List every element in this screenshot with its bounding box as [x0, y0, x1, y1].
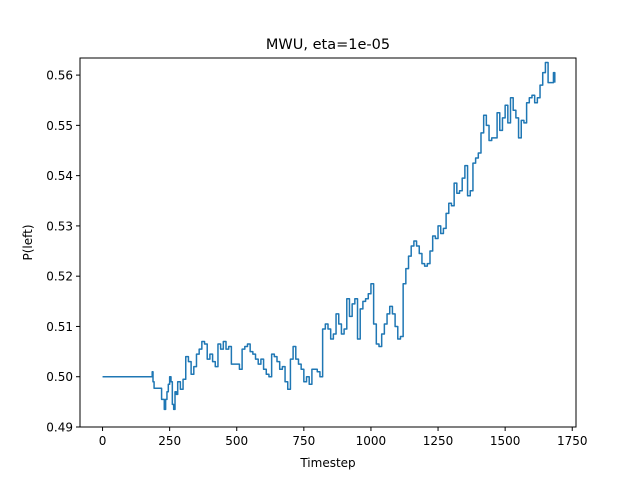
x-tick-label: 1250: [423, 434, 454, 448]
x-tick-label: 1000: [356, 434, 387, 448]
axes-frame: [79, 57, 577, 428]
y-tick-label: 0.55: [46, 119, 73, 133]
y-tick-label: 0.56: [46, 69, 73, 83]
y-tick-label: 0.52: [46, 270, 73, 284]
y-tick-label: 0.54: [46, 169, 73, 183]
axes-background: [80, 58, 576, 427]
y-tick-label: 0.51: [46, 320, 73, 334]
x-tick-label: 750: [292, 434, 315, 448]
x-tick-label: 1750: [557, 434, 588, 448]
x-tick-label: 250: [158, 434, 181, 448]
y-axis-label: P(left): [21, 224, 35, 260]
y-tick-label: 0.50: [46, 370, 73, 384]
series-line-0: [102, 61, 556, 411]
x-tick-label: 500: [225, 434, 248, 448]
plot-area: [79, 57, 577, 428]
x-axis-label: Timestep: [299, 456, 355, 470]
y-tick-label: 0.53: [46, 219, 73, 233]
chart-title: MWU, eta=1e-05: [266, 37, 390, 53]
x-tick-label: 0: [99, 434, 107, 448]
y-tick-label: 0.49: [46, 421, 73, 435]
line-layer: [102, 61, 556, 411]
x-axis: 0 250 500 750 1000 1250 1500 1750: [99, 427, 588, 448]
y-axis: 0.49 0.50 0.51 0.52 0.53 0.54 0.55 0.56: [46, 69, 80, 435]
x-tick-label: 1500: [490, 434, 521, 448]
